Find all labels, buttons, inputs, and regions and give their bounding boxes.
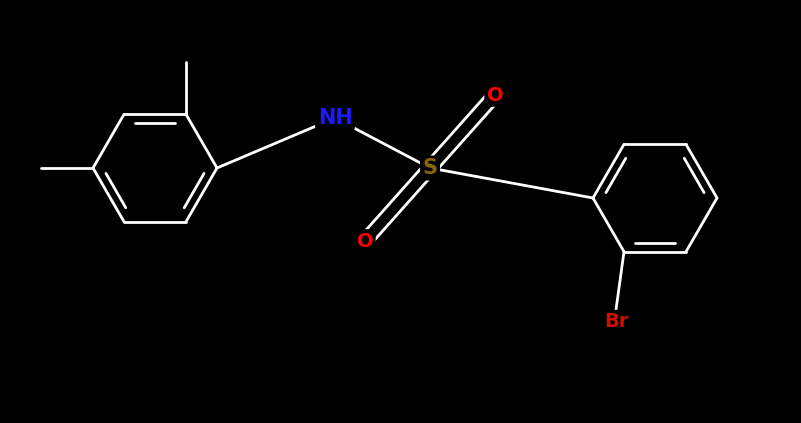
Text: S: S (422, 158, 437, 178)
Text: O: O (487, 85, 503, 104)
Text: Br: Br (604, 312, 628, 331)
Text: NH: NH (318, 108, 352, 128)
Text: O: O (356, 231, 373, 250)
